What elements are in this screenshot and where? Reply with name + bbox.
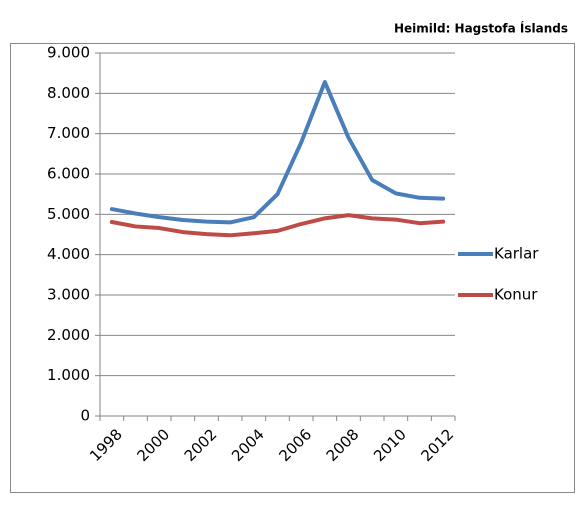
y-tick-label: 4.000 xyxy=(47,245,90,263)
y-tick-label: 7.000 xyxy=(47,124,90,142)
x-tick-label: 2006 xyxy=(275,425,315,465)
x-tick-label: 2004 xyxy=(228,425,268,465)
x-tick-label: 2008 xyxy=(323,425,363,465)
legend-label: Karlar xyxy=(494,245,539,263)
y-tick-label: 8.000 xyxy=(47,84,90,102)
y-tick-label: 2.000 xyxy=(47,326,90,344)
series-line xyxy=(109,213,446,238)
y-tick-label: 9.000 xyxy=(47,44,90,62)
series-line xyxy=(109,80,446,225)
x-tick-label: 2010 xyxy=(370,425,410,465)
x-tick-label: 1998 xyxy=(86,425,126,465)
y-tick-label: 1.000 xyxy=(47,366,90,384)
y-tick-label: 0 xyxy=(80,407,90,425)
x-tick-label: 2002 xyxy=(181,425,221,465)
y-tick-label: 3.000 xyxy=(47,286,90,304)
y-tick-label: 6.000 xyxy=(47,165,90,183)
x-tick-label: 2000 xyxy=(133,425,173,465)
x-tick-label: 2012 xyxy=(417,425,457,465)
y-tick-label: 5.000 xyxy=(47,205,90,223)
legend-label: Konur xyxy=(494,286,538,304)
source-note: Heimild: Hagstofa Íslands xyxy=(394,21,568,36)
chart-border xyxy=(10,43,575,493)
